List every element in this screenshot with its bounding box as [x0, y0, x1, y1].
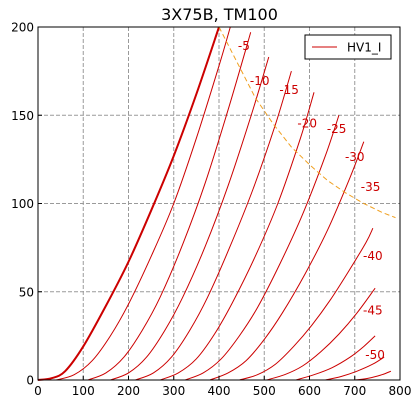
curve-label-minus-10: -10 [250, 74, 270, 88]
curve-grid-minus-60 [354, 370, 392, 381]
curve-label-minus-20: -20 [297, 117, 317, 131]
curve-label-minus-15: -15 [279, 83, 299, 97]
y-tick-label: 200 [11, 21, 34, 35]
x-tick-label: 200 [117, 384, 140, 398]
curve-grid-minus-55 [325, 356, 385, 381]
x-tick-label: 700 [343, 384, 366, 398]
x-tick-label: 400 [208, 384, 231, 398]
curve-grid-minus-30 [184, 115, 340, 381]
x-tick-label: 500 [253, 384, 276, 398]
x-tick-label: 600 [298, 384, 321, 398]
curve-grid-0 [37, 26, 220, 381]
grid [38, 27, 400, 380]
curve-label-minus-45: -45 [363, 304, 383, 318]
plate-curves [37, 26, 392, 381]
y-tick-label: 100 [11, 197, 34, 211]
chart-title: 3X75B, TM100 [161, 5, 278, 24]
x-tick-label: 300 [162, 384, 185, 398]
limit-line [218, 26, 396, 219]
curve-label-minus-25: -25 [327, 122, 347, 136]
y-tick-label: 50 [19, 285, 34, 299]
curve-grid-minus-20 [135, 70, 292, 381]
y-tick-label: 0 [26, 374, 34, 388]
curve-grid-minus-5 [55, 26, 231, 381]
curve-label-minus-5: -5 [238, 39, 250, 53]
curve-label-minus-35: -35 [361, 180, 381, 194]
curve-grid-minus-25 [159, 92, 315, 381]
x-tick-label: 800 [389, 384, 412, 398]
legend-label: HV1_I [347, 41, 381, 55]
curve-grid-minus-10 [87, 32, 252, 381]
x-tick-label: 100 [72, 384, 95, 398]
curve-label-minus-50: -50 [365, 348, 385, 362]
x-tick-label: 0 [34, 384, 42, 398]
curve-label-minus-40: -40 [363, 249, 383, 263]
curve-grid-minus-40 [239, 227, 374, 381]
curve-grid-minus-15 [110, 56, 270, 381]
axis-ticks: 0 100 200 300 400 500 600 700 800 0 50 100 150 200 [11, 21, 411, 399]
curve-grid-minus-45 [266, 287, 376, 381]
y-tick-label: 150 [11, 109, 34, 123]
dissipation-limit-curve [218, 26, 396, 219]
curve-label-minus-30: -30 [345, 150, 365, 164]
curve-labels: -5 -10 -15 -20 -25 -30 -35 -40 -45 -50 [238, 39, 385, 362]
curve-grid-minus-50 [295, 335, 376, 381]
legend: HV1_I [304, 34, 392, 60]
